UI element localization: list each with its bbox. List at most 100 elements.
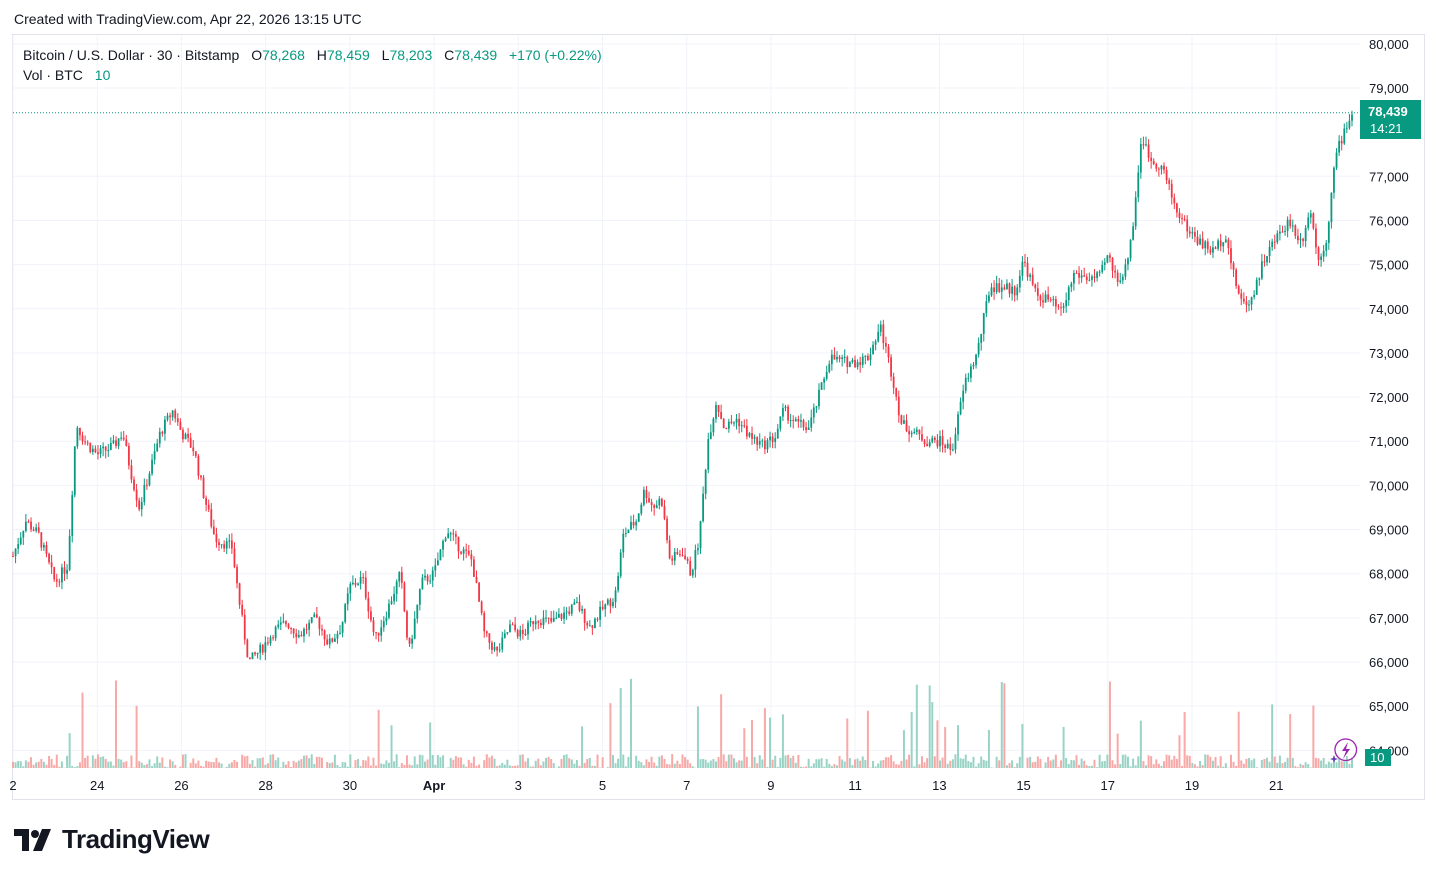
candle-body [207, 504, 210, 510]
volume-bar [1291, 757, 1294, 768]
volume-bar [362, 760, 365, 768]
candle-body [140, 502, 143, 510]
volume-bar [627, 756, 630, 768]
candle-body [854, 359, 856, 368]
price-axis[interactable]: 80,000 79,000 77,000 76,000 75,000 74,000 73,0… [1369, 37, 1409, 759]
candle-body [478, 582, 480, 602]
volume-bar [1309, 767, 1312, 768]
volume-bar [1222, 766, 1225, 768]
volume-bar [1224, 763, 1227, 768]
candle-body [264, 642, 267, 653]
volume-bar [393, 761, 396, 768]
candle-body [655, 505, 658, 508]
volume-bar [1085, 765, 1088, 768]
volume-bar [954, 754, 957, 768]
candle-body [936, 440, 939, 447]
candle-body [524, 634, 527, 636]
candle-body [668, 540, 671, 559]
candle-body [928, 442, 931, 447]
candle-body [169, 415, 171, 418]
volume-bar [174, 764, 177, 768]
candle-body [923, 440, 926, 444]
volume-bar [68, 733, 71, 768]
candle-body [17, 544, 20, 549]
volume-bar [666, 764, 669, 768]
candle-body [321, 628, 323, 631]
candle-body [267, 642, 269, 644]
candle-body [205, 497, 208, 505]
volume-bar [66, 755, 69, 768]
candle-body [931, 437, 934, 443]
candle-body [972, 365, 975, 367]
volume-bar [542, 761, 545, 768]
volume-bar [1011, 760, 1014, 768]
volume-bar [1039, 758, 1042, 768]
volume-bar [130, 755, 133, 768]
candle-body [1103, 262, 1106, 265]
candle-body [256, 652, 259, 655]
volume-bar [1126, 756, 1129, 768]
candle-body [109, 442, 112, 450]
volume-bar [854, 759, 857, 768]
volume-bar [913, 766, 916, 768]
volume-bar [529, 766, 532, 768]
candle-body [1070, 283, 1073, 288]
candle-body [707, 439, 710, 470]
candle-body [807, 427, 810, 431]
candle-body [560, 614, 563, 619]
volume-bar [429, 722, 432, 768]
volume-bar [42, 761, 45, 768]
volume-bar [501, 762, 504, 768]
volume-bar [1338, 758, 1341, 768]
candle-body [1173, 197, 1176, 204]
candle-body [1057, 306, 1060, 308]
candle-body [1317, 247, 1320, 260]
volume-bar [140, 762, 143, 768]
tradingview-logo-icon [14, 828, 51, 851]
symbol-title[interactable]: Bitcoin / U.S. Dollar · 30 · Bitstamp [23, 47, 240, 63]
candle-body [135, 489, 138, 501]
candle-body [501, 637, 504, 650]
candle-body [957, 414, 959, 435]
candle-body [751, 433, 753, 439]
volume-bar [104, 758, 107, 768]
candle-body [537, 621, 540, 623]
candle-body [689, 560, 692, 576]
candle-body [1137, 172, 1140, 198]
volume-bar [926, 758, 929, 768]
volume-label[interactable]: Vol · BTC [23, 67, 83, 83]
candle-body [885, 343, 887, 347]
candle-body [1230, 248, 1232, 264]
volume-bar [743, 728, 746, 768]
volume-bar [1139, 720, 1142, 768]
volume-bar [879, 760, 882, 768]
volume-bar [1204, 754, 1207, 768]
volume-bar [454, 756, 457, 768]
candle-body [89, 442, 92, 452]
volume-bar [470, 762, 473, 768]
candle-body [725, 427, 728, 429]
candles[interactable] [12, 110, 1353, 661]
candle-body [954, 434, 957, 450]
volume-bar [686, 759, 689, 768]
candle-body [424, 575, 426, 578]
candle-body [1121, 276, 1124, 281]
volume-bar [45, 764, 48, 768]
volume-bar [1255, 767, 1258, 768]
tradingview-logo[interactable]: TradingView [14, 824, 210, 855]
volume-bar [488, 757, 491, 768]
volume-bar [949, 760, 952, 768]
volume-bar [1165, 754, 1168, 768]
volume-bar [1199, 760, 1202, 768]
volume-bar [302, 755, 305, 768]
volume-bar [691, 766, 694, 768]
candle-body [1286, 219, 1289, 231]
time-axis[interactable]: 2 24 26 28 30 Apr 3 5 7 9 11 13 15 17 19 21 [9, 778, 1283, 793]
volume-bar [395, 754, 398, 768]
candle-body [12, 556, 14, 558]
lightning-icon[interactable] [1330, 738, 1358, 763]
volume-bar [305, 755, 308, 768]
candle-body [1170, 183, 1173, 198]
volume-bar [55, 754, 58, 768]
